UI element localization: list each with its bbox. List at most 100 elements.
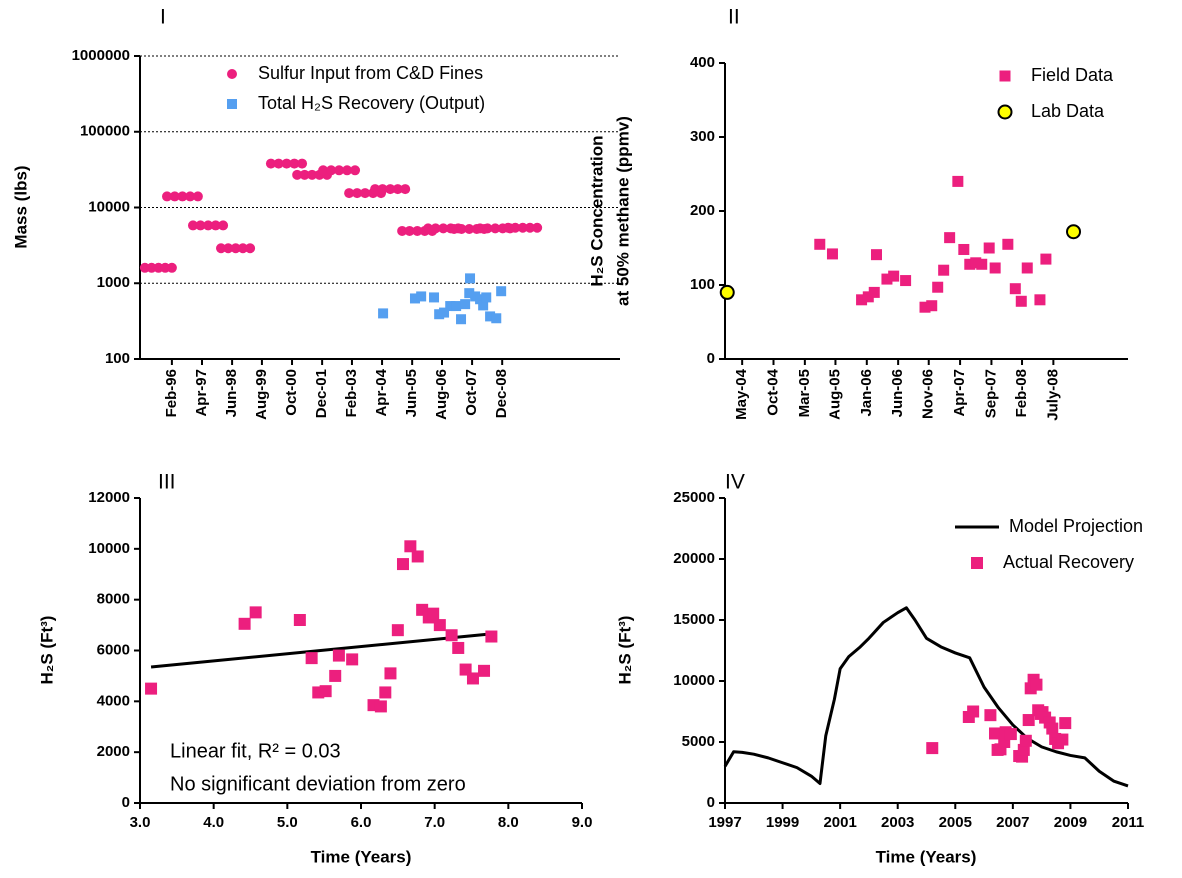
data-point	[412, 225, 423, 236]
legend-swatch	[227, 99, 237, 109]
x-tick-label: 2001	[823, 814, 856, 831]
data-point	[485, 630, 498, 643]
data-point	[203, 220, 214, 231]
data-point	[427, 607, 440, 620]
legend-label: Sulfur Input from C&D Fines	[258, 63, 483, 83]
data-point	[1030, 678, 1043, 691]
y-tick-label: 10000	[88, 198, 130, 215]
data-point	[377, 184, 388, 195]
panel-label: IV	[725, 471, 745, 494]
x-tick-label: Jun-06	[889, 369, 906, 417]
y-tick-label: 8000	[97, 591, 130, 608]
x-tick-label: 1997	[708, 814, 741, 831]
legend-swatch	[999, 70, 1011, 82]
x-tick-label: 6.0	[351, 814, 372, 831]
y-axis-title: H₂S (Ft³)	[37, 616, 56, 685]
x-tick-label: Aug-05	[826, 369, 843, 420]
data-point	[423, 223, 434, 234]
data-point	[360, 188, 371, 199]
data-point	[826, 248, 838, 260]
data-point	[445, 301, 456, 312]
data-point	[932, 281, 944, 293]
y-tick-label: 12000	[88, 489, 130, 506]
y-tick-label: 4000	[97, 692, 130, 709]
data-point	[374, 700, 387, 713]
data-point	[162, 191, 173, 202]
data-point	[475, 294, 486, 305]
data-point	[1059, 717, 1072, 730]
y-tick-label: 10000	[673, 672, 715, 689]
legend-label: Model Projection	[1009, 516, 1143, 536]
data-point	[451, 301, 462, 312]
data-point	[411, 550, 424, 563]
x-tick-label: Feb-96	[163, 369, 180, 417]
data-point	[439, 307, 450, 318]
data-point	[273, 158, 284, 169]
data-point	[1034, 294, 1046, 306]
data-point	[926, 742, 939, 755]
data-point	[814, 238, 826, 250]
data-point	[400, 184, 411, 195]
x-tick-label: Sep-07	[982, 369, 999, 418]
data-point	[429, 292, 440, 303]
data-point	[210, 220, 221, 231]
data-point	[926, 300, 938, 312]
x-tick-label: Mar-05	[796, 369, 813, 417]
x-tick-label: Feb-03	[343, 369, 360, 417]
x-tick-label: Aug-99	[253, 369, 270, 420]
data-point	[430, 223, 441, 234]
data-point	[352, 188, 363, 199]
data-point	[292, 169, 303, 180]
data-point	[983, 242, 995, 254]
legend-label: Field Data	[1031, 65, 1114, 85]
data-point	[238, 617, 251, 630]
data-point	[466, 672, 479, 685]
panel-label: II	[728, 6, 740, 29]
data-point	[334, 165, 345, 176]
data-point	[289, 158, 300, 169]
data-point	[1015, 295, 1027, 307]
data-point	[478, 300, 489, 311]
data-point	[944, 232, 956, 244]
data-point	[989, 727, 1002, 740]
y-tick-label: 10000	[88, 540, 130, 557]
data-point	[1017, 743, 1030, 756]
data-point	[378, 308, 389, 319]
x-tick-label: Oct-00	[283, 369, 300, 416]
x-tick-label: 2003	[881, 814, 914, 831]
data-point	[464, 224, 475, 235]
x-tick-label: 3.0	[130, 814, 151, 831]
data-point	[490, 223, 501, 234]
data-point	[1046, 722, 1059, 735]
y-tick-label: 0	[707, 350, 715, 367]
data-point	[370, 184, 381, 195]
data-point	[166, 262, 177, 273]
annotation: No significant deviation from zero	[170, 773, 466, 795]
data-point	[481, 292, 492, 303]
data-point	[967, 705, 980, 718]
data-point	[342, 165, 353, 176]
legend-label: Total H₂S Recovery (Output)	[258, 93, 485, 113]
x-tick-label: Apr-04	[373, 368, 390, 416]
series-line	[723, 606, 1129, 788]
data-point	[187, 220, 198, 231]
data-point	[456, 224, 467, 235]
data-point	[307, 169, 318, 180]
data-point	[888, 270, 900, 282]
data-point	[299, 169, 310, 180]
data-point	[984, 709, 997, 722]
x-tick-label: Feb-08	[1013, 369, 1030, 417]
data-point	[456, 314, 467, 325]
data-point	[216, 243, 227, 254]
data-point	[503, 222, 514, 233]
x-tick-label: Nov-06	[920, 369, 937, 419]
data-point	[218, 220, 229, 231]
y-tick-label: 25000	[673, 489, 715, 506]
panel-label: III	[158, 471, 176, 494]
data-point	[249, 606, 262, 619]
data-point	[465, 273, 476, 284]
data-point	[452, 641, 465, 654]
data-point	[862, 291, 874, 303]
data-point	[1004, 728, 1017, 741]
